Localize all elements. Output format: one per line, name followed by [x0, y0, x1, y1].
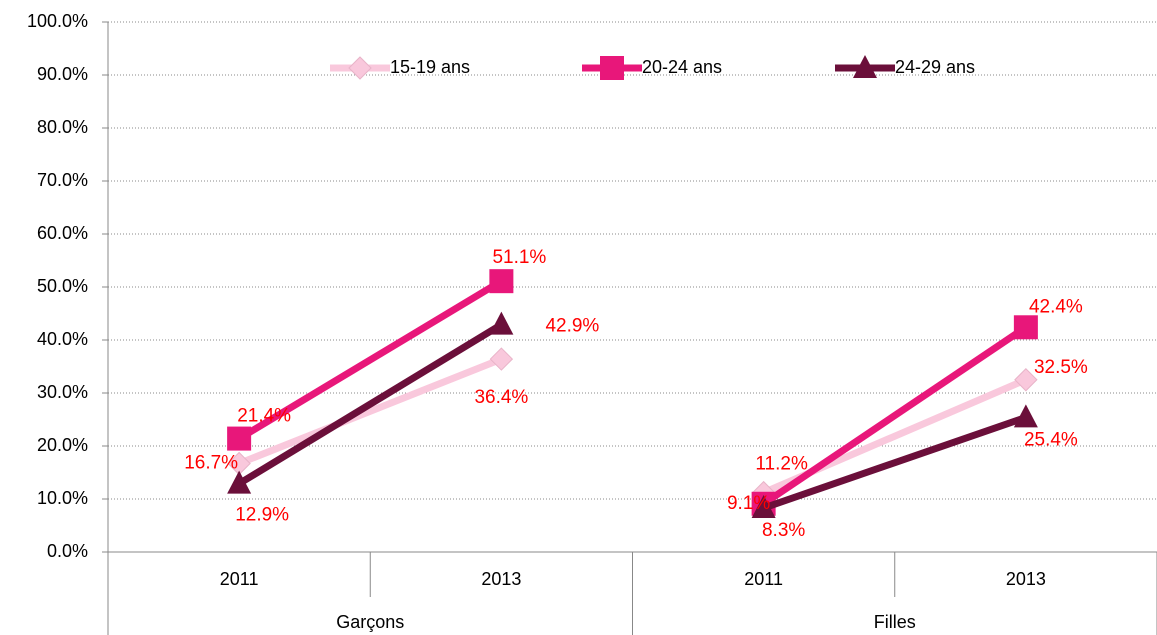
data-label: 12.9% [235, 505, 289, 526]
marker [1013, 315, 1038, 340]
x-tick-label: 2011 [744, 569, 783, 589]
data-label: 51.1% [492, 247, 546, 268]
data-label: 8.3% [762, 520, 805, 541]
marker [489, 311, 514, 335]
series-line [237, 278, 504, 442]
x-tick-label: 2013 [1006, 569, 1046, 589]
x-tick-label: 2011 [220, 569, 259, 589]
y-tick-label: 10.0% [37, 488, 88, 508]
series-line [237, 355, 503, 467]
y-tick-label: 20.0% [37, 435, 88, 455]
data-label: 21.4% [237, 406, 291, 427]
legend-label: 15-19 ans [390, 57, 470, 77]
marker [348, 56, 372, 80]
data-label: 32.5% [1034, 357, 1088, 378]
y-tick-label: 80.0% [37, 117, 88, 137]
y-tick-label: 50.0% [37, 276, 88, 296]
marker [489, 347, 514, 371]
y-tick-label: 0.0% [47, 541, 88, 561]
marker [1013, 404, 1038, 428]
marker [227, 470, 252, 494]
marker [227, 426, 252, 451]
y-tick-label: 30.0% [37, 382, 88, 402]
data-label: 36.4% [474, 387, 528, 408]
data-label: 11.2% [755, 454, 808, 475]
x-tick-label: 2013 [481, 569, 521, 589]
series-line [762, 414, 1028, 512]
marker [489, 269, 514, 294]
marker [600, 56, 624, 80]
y-tick-label: 100.0% [27, 11, 88, 31]
marker [853, 55, 877, 78]
group-label: Garçons [336, 612, 404, 632]
y-tick-label: 90.0% [37, 64, 88, 84]
data-label: 16.7% [184, 453, 238, 474]
legend-label: 24-29 ans [895, 57, 975, 77]
y-tick-label: 40.0% [37, 329, 88, 349]
marker [751, 495, 776, 519]
data-label: 9.1% [727, 493, 770, 514]
data-label: 42.4% [1029, 296, 1083, 317]
y-tick-label: 60.0% [37, 223, 88, 243]
data-label: 42.9% [545, 316, 599, 337]
series-line [237, 321, 504, 487]
data-label: 25.4% [1024, 429, 1078, 450]
marker [1014, 368, 1038, 392]
y-tick-label: 70.0% [37, 170, 88, 190]
group-label: Filles [874, 612, 916, 632]
series-line [761, 324, 1028, 507]
legend-label: 20-24 ans [642, 57, 722, 77]
